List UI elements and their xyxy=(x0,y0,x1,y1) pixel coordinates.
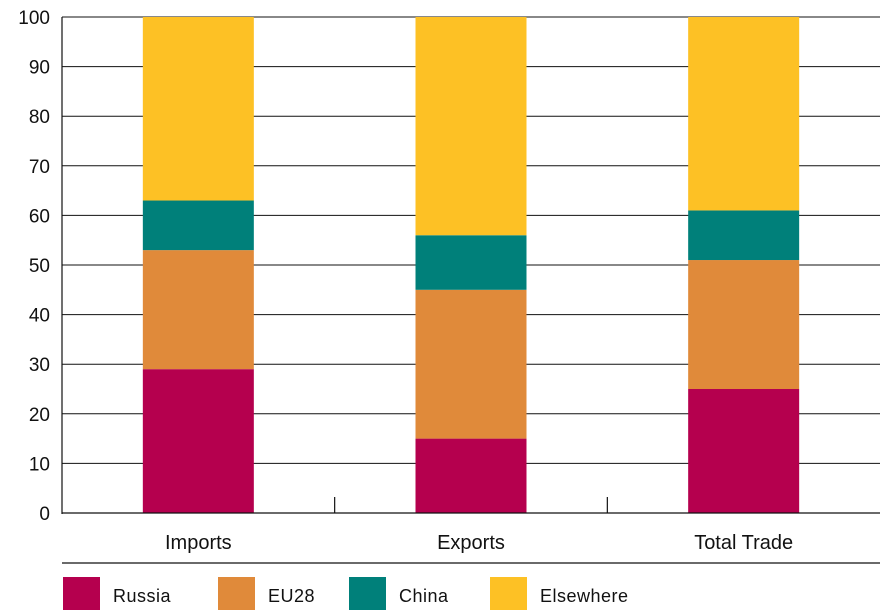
y-tick-label: 10 xyxy=(29,454,50,475)
y-tick-label: 70 xyxy=(29,157,50,178)
legend-label: China xyxy=(399,586,449,606)
legend-label: EU28 xyxy=(268,586,315,606)
bar-segment-elsewhere xyxy=(688,17,800,211)
legend-label: Russia xyxy=(113,586,172,606)
bar-segment-russia xyxy=(415,438,527,513)
bar-segment-eu28 xyxy=(688,260,800,389)
bar-segment-elsewhere xyxy=(142,17,254,201)
legend: Russia EU28 China Elsewhere xyxy=(63,577,629,610)
bar-segment-elsewhere xyxy=(415,17,527,236)
y-tick-label: 90 xyxy=(29,58,50,79)
legend-swatch-china xyxy=(349,577,386,610)
bar-segment-china xyxy=(142,200,254,251)
legend-swatch-elsewhere xyxy=(490,577,527,610)
y-tick-label: 20 xyxy=(29,405,50,426)
y-tick-label: 30 xyxy=(29,355,50,376)
bar-segment-eu28 xyxy=(415,289,527,439)
bar-segment-china xyxy=(415,235,527,290)
x-category-label: Exports xyxy=(437,532,505,554)
legend-swatch-eu28 xyxy=(218,577,255,610)
y-tick-label: 60 xyxy=(29,206,50,227)
bar-segment-russia xyxy=(688,389,800,513)
x-category-label: Total Trade xyxy=(694,532,793,554)
legend-label: Elsewhere xyxy=(540,586,629,606)
bar-segment-china xyxy=(688,210,800,261)
y-tick-label: 100 xyxy=(18,8,50,29)
bar-segment-russia xyxy=(142,369,254,513)
x-axis-category-labels: Imports Exports Total Trade xyxy=(165,532,793,554)
legend-swatch-russia xyxy=(63,577,100,610)
y-axis-tick-labels: 0 10 20 30 40 50 60 70 80 90 100 xyxy=(18,8,50,525)
x-category-label: Imports xyxy=(165,532,232,554)
y-tick-label: 80 xyxy=(29,107,50,128)
axes xyxy=(61,17,880,514)
y-tick-label: 50 xyxy=(29,256,50,277)
bar-segment-eu28 xyxy=(142,250,254,370)
y-tick-label: 40 xyxy=(29,306,50,327)
bars xyxy=(142,17,800,513)
y-tick-label: 0 xyxy=(39,504,50,525)
